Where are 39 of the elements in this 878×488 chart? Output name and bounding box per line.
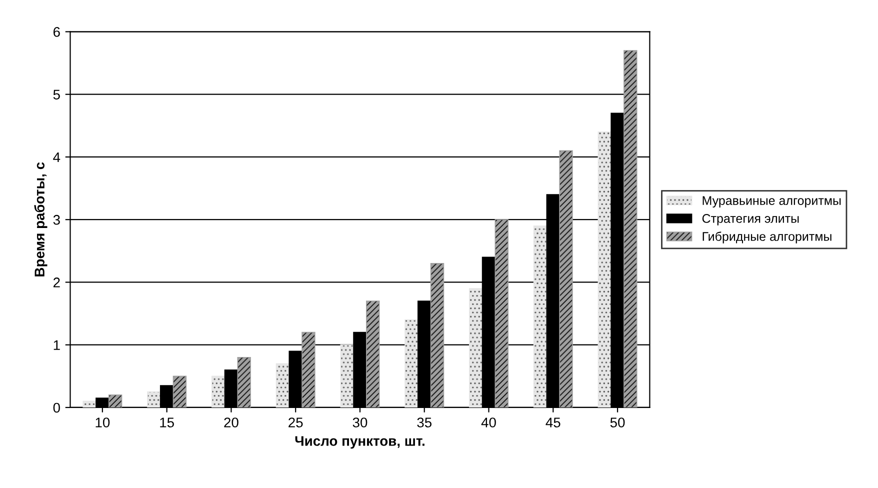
y-tick-label: 1 xyxy=(54,340,60,350)
x-tick-label: 45 xyxy=(546,418,560,428)
bar xyxy=(624,50,638,408)
bar xyxy=(82,400,96,408)
y-tick-label: 5 xyxy=(53,90,60,100)
bar xyxy=(494,219,508,408)
y-tick-label: 4 xyxy=(53,152,60,162)
bar xyxy=(302,332,316,408)
bar xyxy=(533,225,548,408)
bar xyxy=(108,394,122,408)
y-axis-title: Время работы, с xyxy=(34,162,48,276)
x-tick-label: 50 xyxy=(610,418,625,428)
y-tick-label: 6 xyxy=(54,27,60,37)
x-tick-label: 40 xyxy=(481,418,496,428)
bar xyxy=(147,391,161,408)
x-tick-label: 15 xyxy=(160,418,174,428)
x-axis-title: Число пунктов, шт. xyxy=(295,436,424,449)
bar xyxy=(430,263,444,408)
x-tick-label: 10 xyxy=(96,418,110,428)
y-tick-label: 0 xyxy=(53,402,60,413)
bar xyxy=(469,288,483,408)
bar xyxy=(598,132,612,408)
bar xyxy=(404,319,418,408)
bar xyxy=(559,150,573,408)
x-tick-label: 25 xyxy=(288,418,303,428)
x-tick-label: 35 xyxy=(417,418,432,428)
bar xyxy=(172,376,187,408)
y-tick-label: 3 xyxy=(53,214,60,225)
bar xyxy=(211,376,226,408)
legend-label: Муравьиные алгоритмы xyxy=(702,196,841,208)
x-tick-label: 20 xyxy=(224,418,238,428)
y-tick-label: 2 xyxy=(53,278,60,288)
bar xyxy=(366,300,380,408)
bar xyxy=(340,344,354,408)
legend-label: Стратегия элиты xyxy=(702,214,799,226)
bar xyxy=(276,363,290,408)
x-tick-label: 30 xyxy=(352,418,368,428)
legend-label: Гибридные алгоритмы xyxy=(702,232,832,244)
bar xyxy=(237,356,251,408)
